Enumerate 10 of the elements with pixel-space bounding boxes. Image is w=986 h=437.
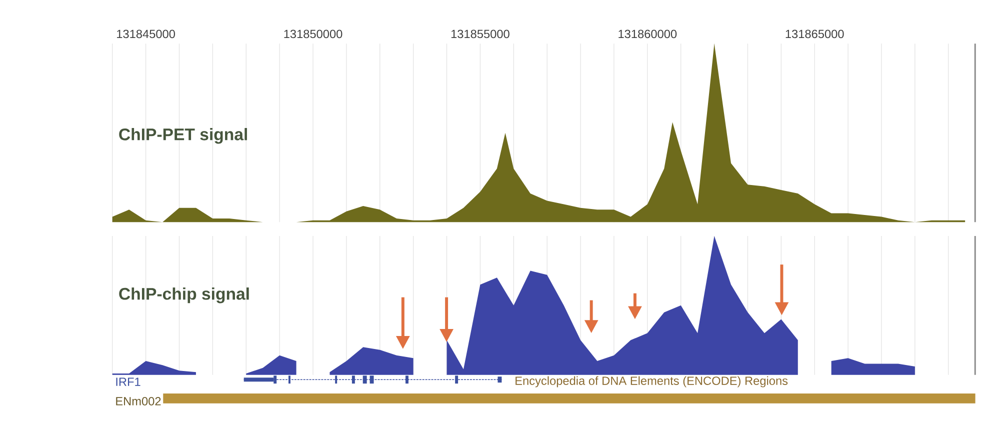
text: ChIP-chip signal: [119, 287, 249, 304]
text: ChIP-PET signal: [119, 128, 247, 144]
text: IRF1: [116, 378, 140, 386]
x-tick-label: 131845000: [117, 30, 175, 38]
x-tick-label: 131865000: [786, 30, 844, 38]
text: ENm002: [116, 396, 161, 406]
x-tick-label: 131850000: [284, 30, 342, 38]
x-tick-label: 131855000: [451, 30, 510, 38]
text: Encyclopedia of DNA Elements (ENCODE) Regions: [516, 376, 788, 388]
x-tick-label: 131860000: [618, 30, 677, 38]
